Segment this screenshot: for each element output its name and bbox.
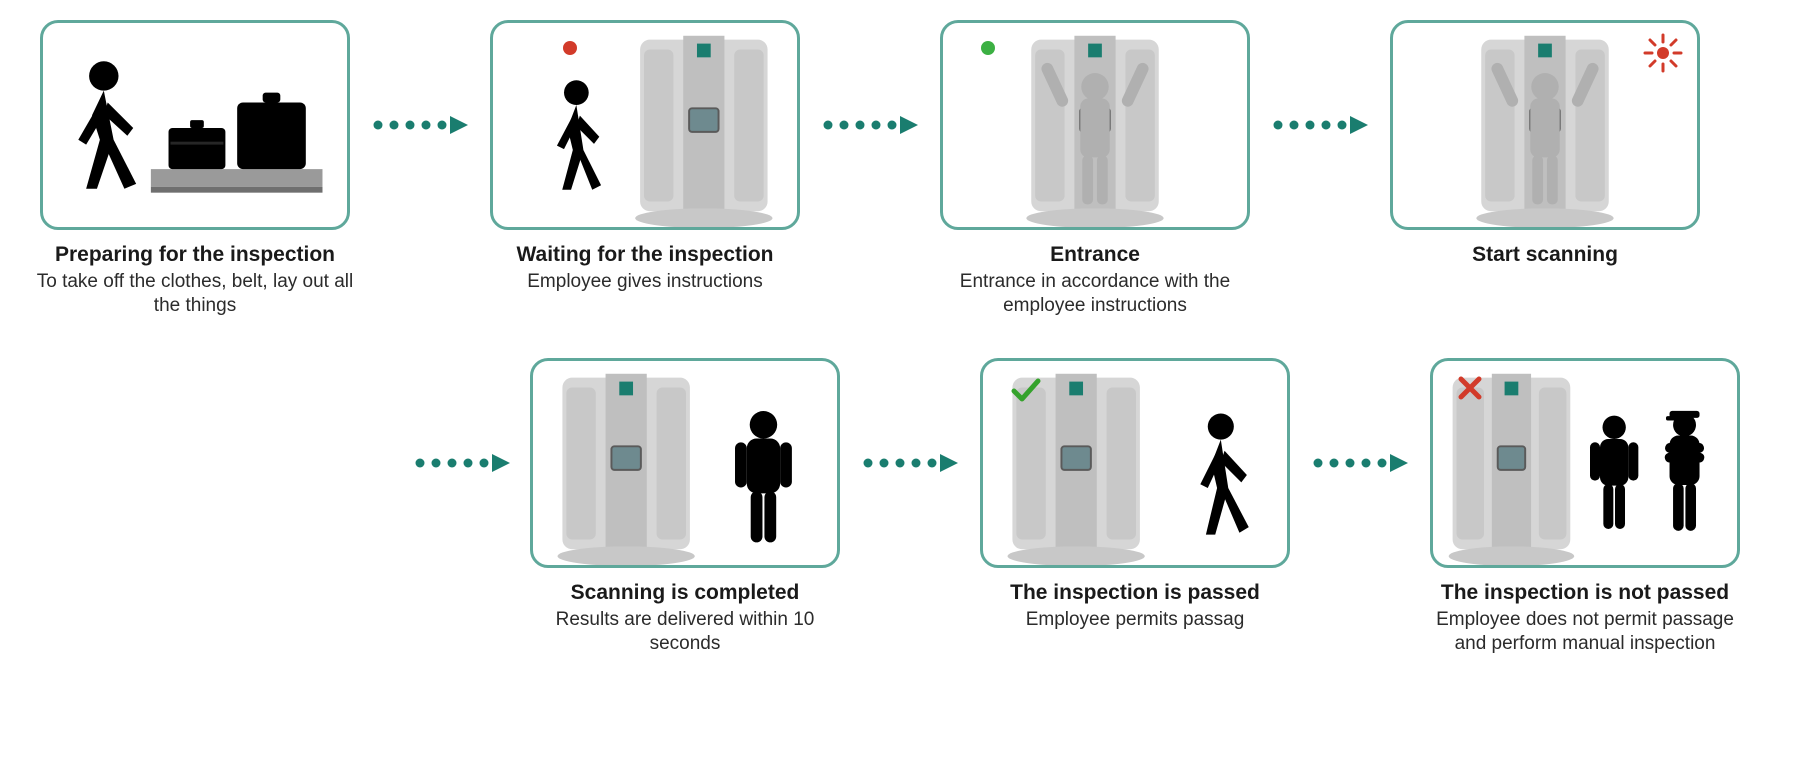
arrow-3 (1260, 20, 1380, 230)
sub-notpassed: Employee does not permit passage and per… (1425, 608, 1745, 656)
step-completed: Scanning is completed Results are delive… (520, 358, 850, 656)
arrow-5 (850, 358, 970, 568)
red-dot-icon (563, 41, 577, 55)
title-scanning: Start scanning (1385, 242, 1705, 268)
sub-completed: Results are delivered within 10 seconds (525, 608, 845, 656)
flow-row-1: Preparing for the inspection To take off… (30, 20, 1770, 318)
arrow-1 (360, 20, 480, 230)
green-dot-icon (981, 41, 995, 55)
panel-notpassed (1430, 358, 1740, 568)
title-preparing: Preparing for the inspection (35, 242, 355, 268)
step-waiting: Waiting for the inspection Employee give… (480, 20, 810, 294)
step-passed: The inspection is passed Employee permit… (970, 358, 1300, 632)
scene-prep (43, 20, 347, 230)
title-entrance: Entrance (935, 242, 1255, 268)
cross-icon (1457, 375, 1483, 401)
check-icon (1011, 377, 1041, 403)
panel-completed (530, 358, 840, 568)
step-preparing: Preparing for the inspection To take off… (30, 20, 360, 318)
title-waiting: Waiting for the inspection (485, 242, 805, 268)
arrow-6 (1300, 358, 1420, 568)
sub-passed: Employee permits passag (975, 608, 1295, 632)
sub-entrance: Entrance in accordance with the employee… (935, 270, 1255, 318)
sunburst-icon (1643, 33, 1683, 73)
arrow-2 (810, 20, 930, 230)
step-scanning: Start scanning (1380, 20, 1710, 270)
panel-waiting (490, 20, 800, 230)
title-notpassed: The inspection is not passed (1425, 580, 1745, 606)
sub-waiting: Employee gives instructions (485, 270, 805, 294)
flow-row-2: Scanning is completed Results are delive… (30, 358, 1770, 656)
sub-preparing: To take off the clothes, belt, lay out a… (35, 270, 355, 318)
scene-wait (493, 20, 797, 230)
arrow-4 (400, 358, 520, 568)
panel-scanning (1390, 20, 1700, 230)
panel-preparing (40, 20, 350, 230)
panel-passed (980, 358, 1290, 568)
step-entrance: Entrance Entrance in accordance with the… (930, 20, 1260, 318)
panel-entrance (940, 20, 1250, 230)
scene-complete (533, 358, 837, 568)
title-passed: The inspection is passed (975, 580, 1295, 606)
title-completed: Scanning is completed (525, 580, 845, 606)
step-notpassed: The inspection is not passed Employee do… (1420, 358, 1750, 656)
